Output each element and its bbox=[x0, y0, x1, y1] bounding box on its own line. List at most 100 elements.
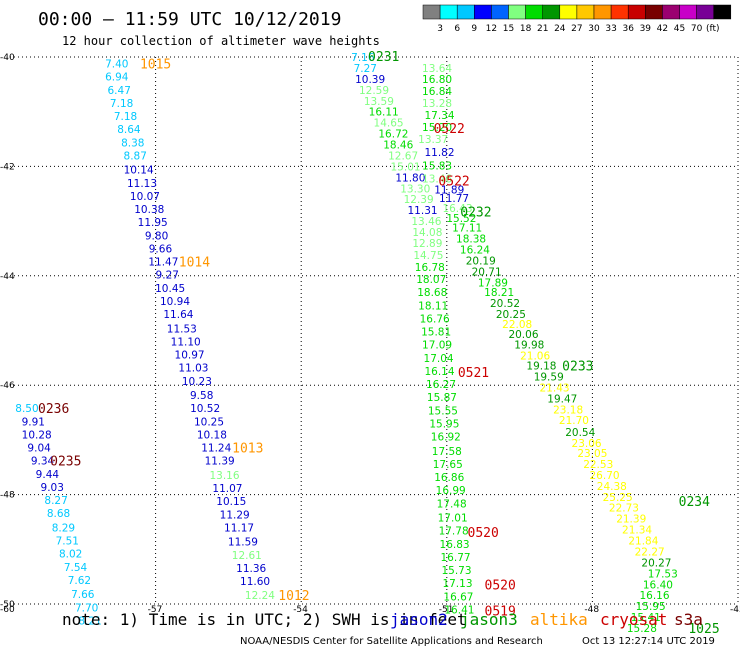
wave-height-value: 6.94 bbox=[105, 72, 129, 84]
wave-height-value: 20.71 bbox=[472, 266, 502, 278]
wave-height-value: 10.14 bbox=[124, 165, 154, 177]
wave-height-value: 18.21 bbox=[484, 287, 514, 299]
wave-height-value: 11.47 bbox=[148, 257, 178, 269]
plot-grid bbox=[10, 56, 739, 605]
wave-height-value: 11.77 bbox=[439, 193, 469, 205]
y-tick-label: -40 bbox=[0, 53, 15, 63]
wave-height-value: 16.86 bbox=[434, 472, 464, 484]
wave-height-value: 13.37 bbox=[418, 134, 448, 146]
chart-title: 00:00 – 11:59 UTC 10/12/2019 bbox=[38, 9, 341, 30]
wave-height-value: 19.47 bbox=[547, 393, 577, 405]
wave-height-value: 22.73 bbox=[609, 503, 639, 515]
pass-time-label: 0236 bbox=[38, 402, 69, 417]
color-swatch bbox=[662, 4, 680, 20]
color-scale-label: 33 bbox=[605, 24, 616, 34]
color-swatch bbox=[491, 4, 509, 20]
wave-height-value: 10.52 bbox=[190, 403, 220, 415]
wave-height-value: 9.34 bbox=[31, 456, 55, 468]
pass-time-label: 1013 bbox=[232, 442, 263, 457]
wave-height-value: 21.39 bbox=[616, 514, 646, 526]
x-tick-label: -51 bbox=[439, 605, 454, 615]
wave-height-value: 9.03 bbox=[41, 482, 64, 494]
color-swatch bbox=[525, 4, 543, 20]
color-scale-label: 36 bbox=[622, 24, 634, 34]
pass-time-label: 0234 bbox=[679, 495, 710, 510]
wave-height-value: 10.18 bbox=[197, 429, 227, 441]
wave-height-value: 8.87 bbox=[124, 150, 147, 162]
wave-height-value: 21.43 bbox=[540, 382, 570, 394]
wave-height-value: 15.28 bbox=[627, 623, 657, 635]
wave-height-value: 23.05 bbox=[577, 448, 607, 460]
wave-height-value: 15.83 bbox=[422, 160, 452, 172]
color-scale-label: 45 bbox=[674, 24, 685, 34]
color-swatch bbox=[542, 4, 561, 20]
wave-height-value: 16.43 bbox=[442, 203, 472, 215]
wave-height-value: 9.91 bbox=[22, 416, 45, 428]
wave-height-value: 13.46 bbox=[422, 173, 452, 185]
color-swatch bbox=[508, 4, 526, 20]
pass-time-label: 0232 bbox=[460, 205, 491, 220]
wave-height-value: 20.52 bbox=[490, 298, 520, 310]
axis-ticks: -57 -54 -51 -48 -45 -40 -42 -44 -46 -48 -50-60 bbox=[0, 53, 740, 615]
wave-height-value: 15.95 bbox=[636, 601, 666, 613]
wave-height-value: 13.30 bbox=[400, 183, 430, 195]
wave-height-value: 21.84 bbox=[628, 536, 658, 548]
wave-height-value: 16.24 bbox=[460, 245, 490, 257]
wave-height-value: 26.70 bbox=[590, 470, 620, 482]
color-swatch bbox=[627, 4, 646, 20]
wave-height-value: 11.39 bbox=[205, 456, 235, 468]
color-scale-label: 30 bbox=[588, 24, 600, 34]
wave-height-value: 22.08 bbox=[502, 319, 532, 331]
wave-height-value: 18.07 bbox=[416, 274, 446, 286]
wave-height-value: 16.83 bbox=[440, 539, 470, 551]
wave-height-value: 11.10 bbox=[171, 336, 201, 348]
wave-height-value: 11.64 bbox=[163, 309, 193, 321]
wave-height-value: 8.50 bbox=[15, 403, 38, 415]
wave-height-value: 20.06 bbox=[508, 329, 538, 341]
wave-height-value: 12.89 bbox=[412, 238, 442, 250]
color-scale-label: 70 bbox=[691, 24, 703, 34]
wave-height-value: 15.01 bbox=[391, 161, 421, 173]
y-tick-label: -42 bbox=[0, 162, 15, 172]
wave-height-value: 7.27 bbox=[354, 63, 377, 75]
wave-height-value: 14.65 bbox=[374, 118, 404, 130]
wave-height-value: 13.59 bbox=[364, 96, 394, 108]
pass-time-label: 0522 bbox=[434, 122, 465, 137]
wave-height-value: 14.08 bbox=[412, 227, 442, 239]
wave-height-value: 7.62 bbox=[68, 575, 91, 587]
wave-height-value: 9.44 bbox=[36, 469, 60, 481]
color-swatch bbox=[456, 4, 475, 20]
wave-height-value: 11.24 bbox=[201, 443, 231, 455]
color-swatch bbox=[439, 4, 458, 20]
wave-height-value: 10.28 bbox=[22, 429, 52, 441]
wave-height-value: 15.55 bbox=[428, 405, 458, 417]
pass-time-label: 0521 bbox=[458, 366, 489, 381]
color-swatch bbox=[645, 4, 663, 20]
wave-height-value: 12.67 bbox=[388, 150, 418, 162]
wave-height-value: 12.61 bbox=[232, 550, 262, 562]
wave-height-value: 12.24 bbox=[245, 590, 275, 602]
wave-height-value: 8.27 bbox=[44, 495, 67, 507]
legend-s3a: s3a bbox=[674, 610, 703, 629]
color-scale-unit: (ft) bbox=[706, 24, 720, 34]
wave-height-value: 7.18 bbox=[110, 98, 133, 110]
color-swatch bbox=[610, 4, 629, 20]
wave-height-value: 11.17 bbox=[224, 522, 254, 534]
wave-height-value: 10.39 bbox=[355, 74, 385, 86]
wave-height-value: 16.78 bbox=[415, 262, 445, 274]
wave-height-value: 18.46 bbox=[383, 140, 413, 152]
credit-text: NOAA/NESDIS Center for Satellite Applica… bbox=[240, 636, 543, 647]
wave-height-value: 20.19 bbox=[466, 255, 496, 267]
wave-height-value: 21.70 bbox=[559, 415, 589, 427]
wave-height-value: 7.18 bbox=[114, 111, 137, 123]
wave-height-value: 7.51 bbox=[56, 536, 79, 548]
wave-height-value: 13.16 bbox=[209, 470, 239, 482]
pass-time-label: 0522 bbox=[438, 175, 469, 190]
wave-height-value: 16.67 bbox=[443, 591, 473, 603]
wave-height-value: 17.13 bbox=[442, 578, 472, 590]
color-scale-label: 6 bbox=[454, 24, 460, 34]
color-swatch bbox=[559, 4, 578, 20]
wave-height-value: 11.07 bbox=[212, 483, 242, 495]
x-tick-label: -48 bbox=[584, 605, 599, 615]
wave-height-value: 11.80 bbox=[395, 172, 425, 184]
